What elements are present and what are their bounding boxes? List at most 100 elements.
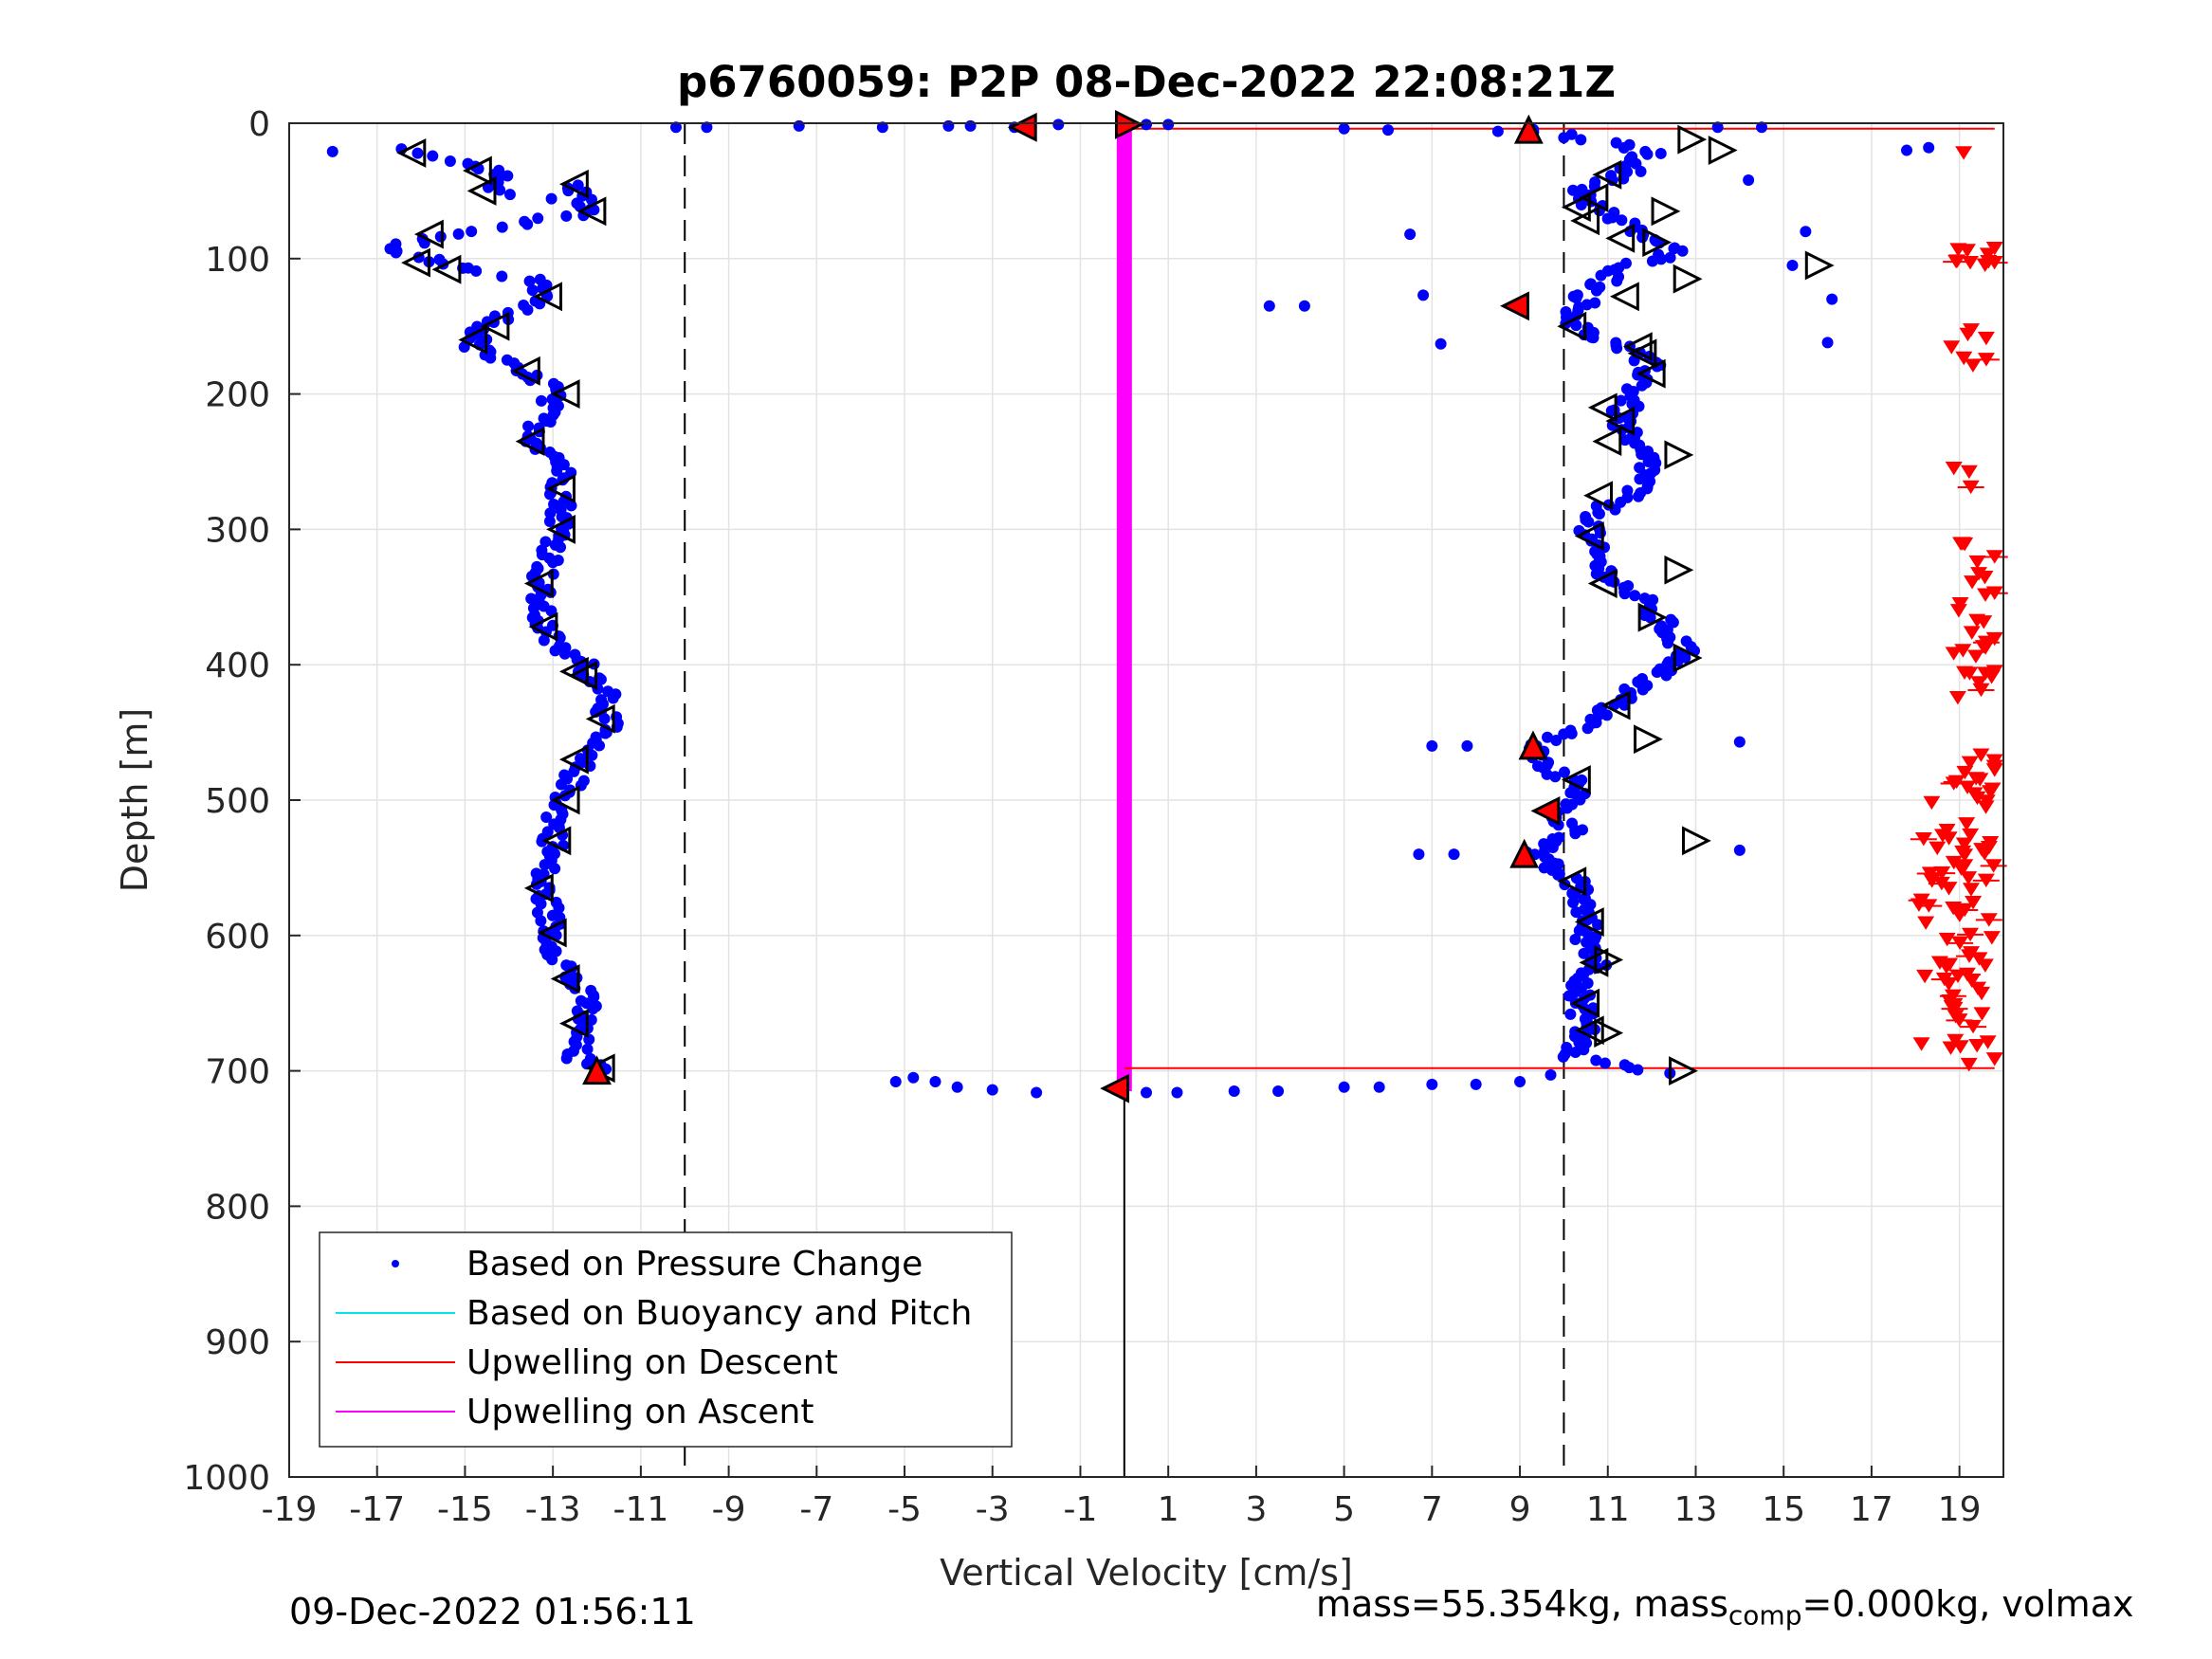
- ascent-data-point: [1633, 490, 1645, 502]
- ascent-triangle-marker: [1574, 907, 1604, 937]
- ascent-triangle-marker: [1664, 440, 1694, 470]
- upwelling-descent-marker: [1956, 859, 1974, 873]
- legend-label: Upwelling on Descent: [466, 1343, 838, 1382]
- descent-data-point: [555, 778, 567, 791]
- descent-triangle-marker: [546, 514, 576, 544]
- descent-data-point: [544, 416, 557, 428]
- upwelling-descent-marker: [1963, 626, 1981, 640]
- x-axis-label: Vertical Velocity [cm/s]: [940, 1552, 1353, 1594]
- descent-data-point: [452, 228, 465, 240]
- bottom-data-point: [1545, 1068, 1557, 1081]
- ascent-data-point: [1641, 148, 1654, 160]
- ascent-triangle-marker: [1600, 690, 1631, 720]
- event-marker: [1518, 730, 1548, 760]
- event-marker: [1530, 795, 1561, 826]
- bottom-data-point: [1426, 1078, 1438, 1090]
- upwelling-descent-marker: [1970, 676, 1988, 690]
- ascent-triangle-marker: [1633, 724, 1663, 755]
- upwelling-descent-marker: [1912, 1037, 1930, 1051]
- ascent-data-point: [1608, 575, 1620, 588]
- surface-data-point: [964, 119, 977, 132]
- descent-data-point: [545, 192, 558, 205]
- outlier-data-point: [1461, 739, 1473, 752]
- descent-data-point: [549, 863, 561, 875]
- upwelling-descent-marker: [1969, 981, 1987, 995]
- descent-triangle-marker: [523, 873, 554, 903]
- upwelling-descent-marker: [1941, 957, 1959, 972]
- outlier-data-point: [1901, 144, 1913, 156]
- ascent-data-point: [1660, 669, 1673, 682]
- descent-triangle-marker: [480, 311, 510, 341]
- descent-data-point: [547, 556, 559, 569]
- ascent-data-point: [1590, 284, 1602, 297]
- descent-data-point: [543, 515, 556, 527]
- ascent-triangle-marker: [1592, 427, 1622, 457]
- descent-data-point: [555, 541, 567, 554]
- ascent-data-point: [1636, 684, 1649, 696]
- descent-data-point: [587, 1003, 599, 1015]
- descent-data-point: [558, 647, 571, 660]
- bottom-data-point: [1338, 1081, 1350, 1093]
- footer-timestamp: 09-Dec-2022 01:56:11: [289, 1591, 696, 1632]
- ascent-triangle-marker: [1804, 250, 1835, 281]
- x-tick-label: 1: [1158, 1490, 1179, 1529]
- descent-data-point: [539, 859, 551, 871]
- upwelling-descent-marker: [1983, 670, 2001, 684]
- ascent-triangle-marker: [1587, 569, 1618, 598]
- surface-data-point: [1491, 125, 1504, 137]
- ascent-triangle-marker: [1587, 392, 1618, 423]
- event-marker: [582, 1055, 612, 1085]
- bottom-data-point: [1228, 1085, 1240, 1098]
- descent-triangle-marker: [515, 427, 545, 457]
- upwelling-descent-marker: [1955, 146, 1973, 160]
- ascent-triangle-marker: [1609, 282, 1639, 312]
- ascent-triangle-marker: [1677, 124, 1708, 155]
- bottom-data-point: [1272, 1085, 1285, 1098]
- upwelling-descent-marker: [1970, 952, 1988, 966]
- descent-data-point: [586, 749, 598, 761]
- ascent-data-point: [1615, 394, 1627, 407]
- triangle-markers: [396, 110, 1835, 1103]
- ascent-triangle-marker: [1664, 555, 1694, 585]
- descent-triangle-marker: [541, 826, 572, 856]
- upwelling-descent-marker: [1948, 690, 1966, 705]
- upwelling-descent-marker: [1951, 596, 1969, 611]
- upwelling-descent-marker: [1966, 649, 1984, 664]
- descent-data-point: [535, 898, 547, 910]
- descent-data-point: [551, 465, 563, 477]
- upwelling-descent-marker: [1916, 969, 1934, 984]
- legend-swatch-dot: [392, 1260, 399, 1267]
- mass-subscript: comp: [1728, 1599, 1802, 1632]
- descent-data-point: [536, 835, 548, 848]
- ascent-triangle-marker: [1681, 826, 1711, 856]
- upwelling-descent-marker: [1960, 1057, 1978, 1072]
- upwelling-descent-marker: [1973, 1007, 1991, 1021]
- upwelling-descent-marker: [1940, 831, 1958, 846]
- ascent-data-point: [1581, 722, 1594, 735]
- ascent-data-point: [1558, 132, 1570, 144]
- upwelling-descent-marker: [1955, 351, 1973, 366]
- ascent-data-point: [1635, 165, 1647, 177]
- upwelling-descent-marker: [1968, 1038, 1986, 1053]
- descent-triangle-marker: [462, 155, 492, 186]
- ascent-data-point: [1565, 727, 1578, 739]
- descent-triangle-marker: [558, 1009, 589, 1039]
- descent-triangle-marker: [466, 175, 497, 206]
- ascent-data-point: [1634, 473, 1646, 485]
- x-tick-label: 5: [1333, 1490, 1355, 1529]
- ascent-data-point: [1636, 448, 1648, 461]
- x-tick-label: -3: [976, 1490, 1010, 1529]
- descent-data-point: [411, 147, 424, 159]
- x-tick-label: 13: [1674, 1490, 1718, 1529]
- ascent-triangle-marker: [1579, 183, 1609, 212]
- surface-data-point: [701, 121, 713, 134]
- x-tick-label: 7: [1421, 1490, 1443, 1529]
- ascent-data-point: [1646, 255, 1658, 267]
- ascent-data-point: [1592, 919, 1604, 931]
- descent-data-point: [599, 727, 612, 739]
- ascent-data-point: [1600, 709, 1613, 721]
- y-tick-label: 500: [205, 782, 270, 821]
- descent-data-point: [521, 303, 534, 316]
- upwelling-descent-marker: [1940, 882, 1958, 896]
- ascent-data-point: [1542, 731, 1554, 743]
